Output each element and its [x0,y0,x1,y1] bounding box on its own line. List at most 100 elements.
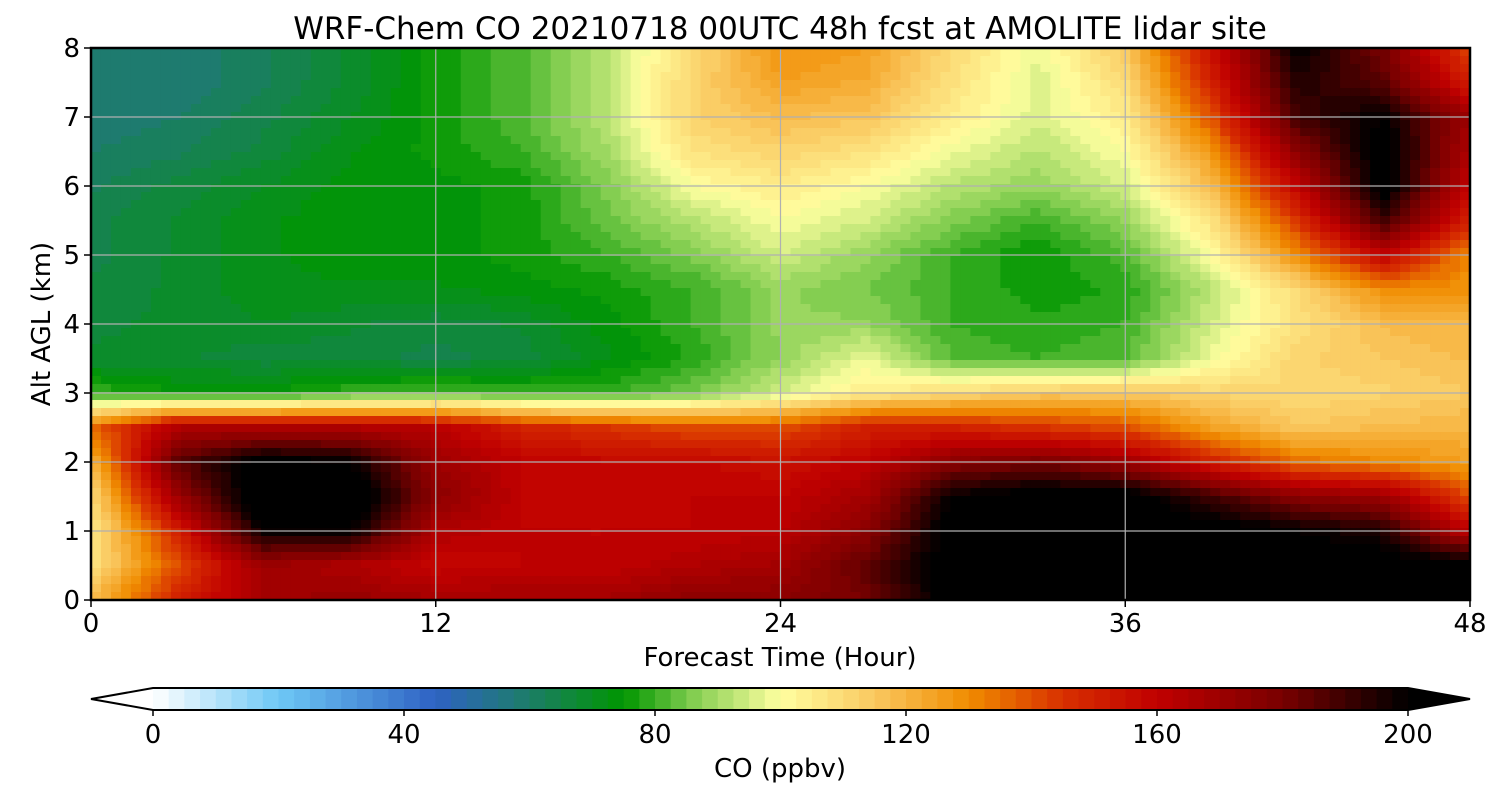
contour-cell [1310,240,1321,249]
contour-cell [870,144,882,153]
contour-cell [300,272,312,281]
contour-cell [1260,288,1271,297]
contour-cell [740,72,752,81]
contour-cell [420,280,432,289]
contour-cell [1410,64,1421,73]
contour-cell [190,128,202,137]
contour-cell [1230,192,1241,201]
contour-cell [600,240,612,249]
contour-cell [490,72,502,81]
contour-cell [270,104,282,113]
contour-cell [890,192,902,201]
contour-cell [720,256,732,265]
contour-cell [610,48,622,57]
contour-cell [480,240,492,249]
contour-cell [150,80,162,89]
contour-cell [840,152,852,161]
contour-cell [990,280,1001,289]
contour-cell [830,96,842,105]
contour-cell [900,328,911,337]
contour-cell [460,160,472,169]
contour-cell [1240,120,1251,129]
contour-cell [790,296,802,305]
contour-cell [900,128,911,137]
contour-cell [760,168,772,177]
contour-cell [91,64,102,73]
contour-cell [520,56,532,65]
contour-cell [300,224,312,233]
contour-cell [200,168,212,177]
contour-cell [1390,48,1401,57]
contour-cell [1370,240,1381,249]
contour-cell [700,144,712,153]
contour-cell [820,232,832,241]
contour-cell [1380,216,1391,225]
contour-cell [360,304,372,313]
contour-cell [960,168,971,177]
contour-cell [940,216,951,225]
contour-cell [1230,232,1241,241]
contour-cell [1330,152,1341,161]
contour-cell [1050,176,1061,185]
contour-cell [1240,264,1251,273]
contour-cell [1020,56,1031,65]
contour-cell [1210,280,1221,289]
contour-cell [220,264,232,273]
contour-cell [260,240,272,249]
contour-cell [1270,240,1281,249]
contour-cell [910,136,921,145]
contour-cell [670,64,682,73]
contour-cell [720,120,732,129]
contour-cell [240,288,252,297]
contour-cell [1240,136,1251,145]
contour-cell [620,312,632,321]
contour-cell [720,144,732,153]
contour-cell [570,144,582,153]
contour-cell [390,96,402,105]
contour-cell [220,72,232,81]
contour-cell [390,208,402,217]
contour-cell [380,232,392,241]
contour-cell [440,200,452,209]
contour-cell [1280,328,1291,337]
contour-cell [100,208,112,217]
contour-cell [1460,240,1470,249]
contour-cell [300,296,312,305]
contour-cell [590,216,602,225]
contour-cell [160,240,172,249]
contour-cell [750,232,762,241]
contour-cell [310,120,322,129]
contour-cell [340,288,352,297]
contour-cell [120,312,132,321]
contour-cell [1090,216,1101,225]
contour-cell [670,168,682,177]
contour-cell [620,176,632,185]
contour-cell [780,216,792,225]
contour-cell [780,80,792,89]
contour-cell [850,48,862,57]
contour-cell [1160,144,1171,153]
contour-cell [1030,264,1041,273]
contour-cell [1200,304,1211,313]
contour-cell [1290,328,1301,337]
contour-cell [270,200,282,209]
contour-cell [520,288,532,297]
contour-cell [740,192,752,201]
contour-cell [550,248,562,257]
contour-cell [470,128,482,137]
contour-cell [720,112,732,121]
contour-cell [940,136,951,145]
contour-cell [91,72,102,81]
contour-cell [570,136,582,145]
contour-cell [530,72,542,81]
contour-cell [320,96,332,105]
contour-cell [1330,296,1341,305]
contour-cell [1080,240,1091,249]
contour-cell [140,168,152,177]
contour-cell [690,264,702,273]
contour-cell [1420,312,1431,321]
contour-cell [220,200,232,209]
contour-cell [1230,96,1241,105]
contour-cell [180,112,192,121]
contour-cell [340,120,352,129]
